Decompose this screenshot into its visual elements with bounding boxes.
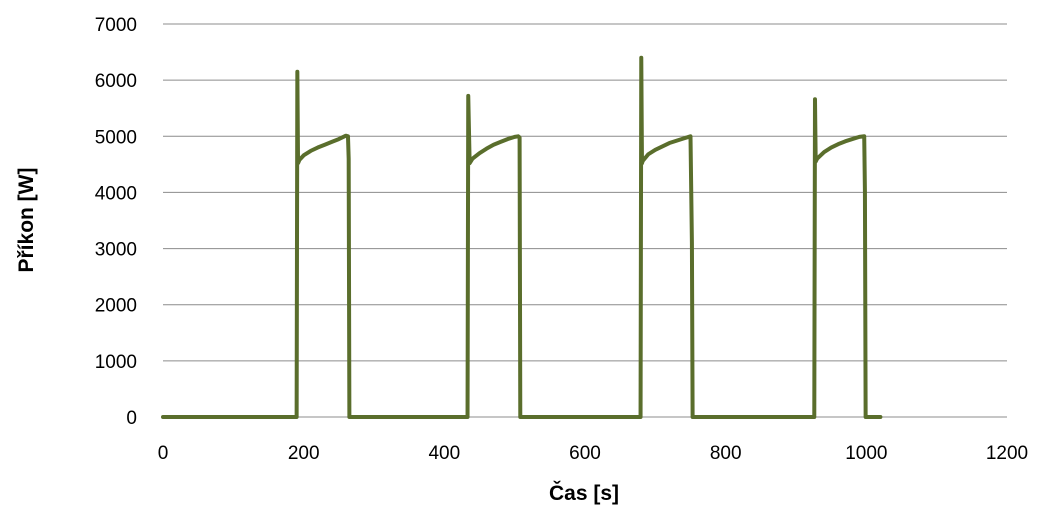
x-tick-label: 600	[569, 443, 601, 464]
x-tick-label: 0	[158, 443, 169, 464]
x-tick-labels: 0 200 400 600 800 1000 1200	[158, 443, 1028, 464]
x-tick-label: 800	[710, 443, 742, 464]
gridlines	[163, 23, 1007, 362]
y-tick-label: 5000	[95, 127, 137, 148]
y-tick-label: 0	[126, 408, 137, 429]
y-tick-label: 1000	[95, 352, 137, 373]
x-tick-label: 1000	[845, 443, 887, 464]
series	[161, 55, 883, 419]
series-line	[161, 55, 883, 419]
y-tick-label: 2000	[95, 296, 137, 317]
y-tick-labels: 0 1000 2000 3000 4000 5000 6000 7000	[95, 15, 137, 429]
y-tick-label: 6000	[95, 71, 137, 92]
y-tick-label: 7000	[95, 15, 137, 36]
y-axis-title: Příkon [W]	[15, 168, 38, 273]
x-axis-title: Čas [s]	[549, 481, 619, 505]
y-tick-label: 3000	[95, 240, 137, 261]
x-tick-label: 400	[428, 443, 460, 464]
y-tick-label: 4000	[95, 183, 137, 204]
x-tick-label: 1200	[986, 443, 1028, 464]
x-tick-label: 200	[288, 443, 320, 464]
